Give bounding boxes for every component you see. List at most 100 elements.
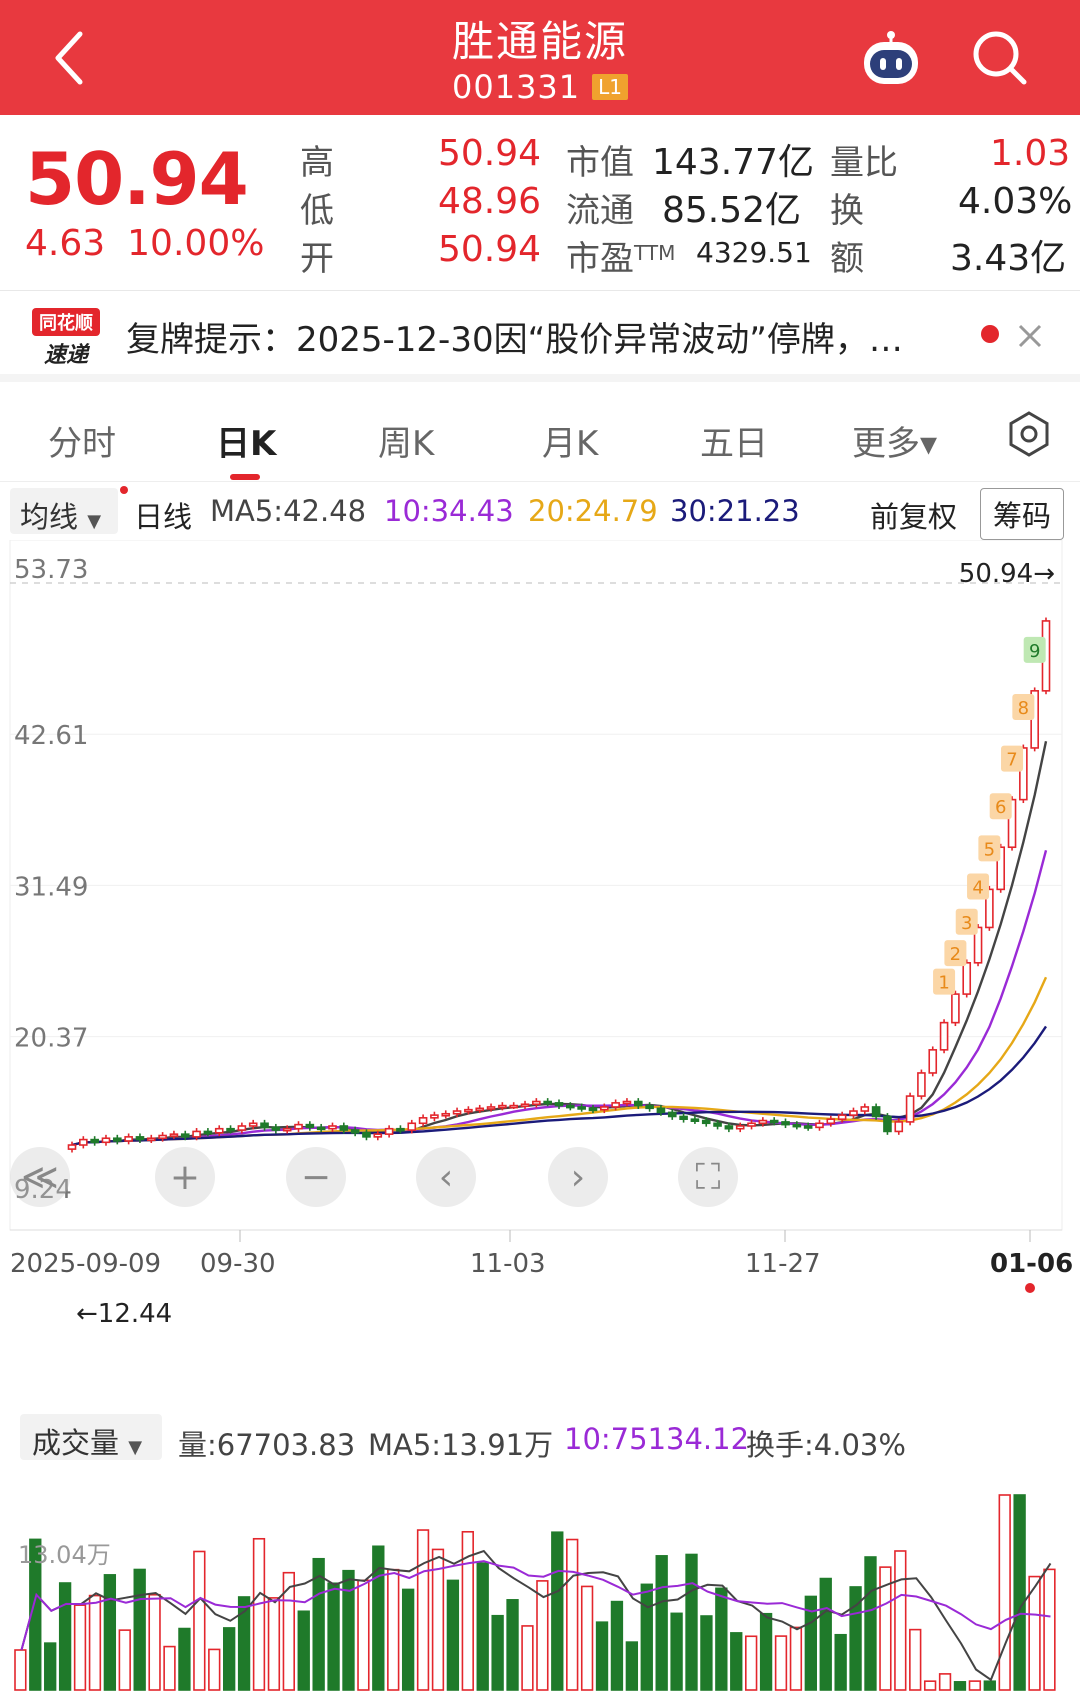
settings-hexagon-icon[interactable] xyxy=(1005,410,1053,458)
adjust-mode[interactable]: 前复权 xyxy=(870,500,958,534)
volume-bar xyxy=(327,1582,340,1691)
volume-select[interactable]: 成交量 ▼ xyxy=(20,1414,162,1460)
candle-body xyxy=(373,1133,383,1138)
candle-body xyxy=(271,1126,281,1131)
scroll-start-button[interactable]: ≪ xyxy=(10,1147,70,1207)
candle-body xyxy=(883,1115,892,1133)
candle-body xyxy=(350,1129,360,1134)
zoom-out-button[interactable]: − xyxy=(286,1147,346,1207)
candle-body xyxy=(588,1107,598,1112)
candle-body xyxy=(577,1106,586,1110)
mcap-value: 143.77亿 xyxy=(652,142,814,183)
volume-ma5-line xyxy=(20,1549,1052,1682)
candle-body xyxy=(815,1122,824,1129)
level-badge: L1 xyxy=(592,74,629,100)
volume-bar xyxy=(29,1538,42,1691)
price-tick-label: 9.24 xyxy=(14,1175,72,1205)
volume-bar xyxy=(387,1568,400,1691)
candle-body xyxy=(226,1127,235,1132)
tab-monthly-k[interactable]: 月K xyxy=(542,424,599,464)
candle-body xyxy=(747,1122,756,1127)
close-icon[interactable] xyxy=(1016,322,1044,350)
robot-assistant-icon[interactable] xyxy=(858,30,924,88)
streak-tag-number: 3 xyxy=(961,913,972,934)
volume-chart[interactable]: 13.04万 xyxy=(0,1468,1080,1701)
volume-bar xyxy=(73,1604,87,1691)
scroll-left-button[interactable]: ‹ xyxy=(416,1147,476,1207)
control-glyph: › xyxy=(571,1157,585,1198)
candle-body xyxy=(214,1127,224,1134)
price-tick-label: 31.49 xyxy=(14,872,88,902)
volume-bar xyxy=(401,1588,415,1691)
date-tick-label: 01-06 xyxy=(990,1249,1073,1279)
candle-body xyxy=(430,1114,439,1119)
price-tick-label: 53.73 xyxy=(14,555,88,585)
volume-bar xyxy=(700,1615,713,1691)
volume-bar xyxy=(88,1594,102,1691)
volume-bar xyxy=(372,1545,385,1691)
candle-body xyxy=(1007,798,1017,849)
control-circle xyxy=(286,1147,346,1207)
volume-bar xyxy=(208,1648,221,1691)
unread-dot-icon xyxy=(981,325,999,343)
volume-ma-lines xyxy=(20,1549,1052,1682)
high-value: 50.94 xyxy=(438,133,542,174)
back-arrow-icon[interactable] xyxy=(50,28,90,88)
low-value: 48.96 xyxy=(438,181,542,222)
period-type: 日线 xyxy=(134,500,193,534)
chart-controls: ≪ + − ‹ › ⛶ xyxy=(10,1147,738,1207)
news-ticker[interactable]: 同花顺 速递 复牌提示：2025-12-30因“股价异常波动”停牌，… xyxy=(0,292,1080,382)
volume-bar xyxy=(267,1597,281,1691)
candle-body xyxy=(667,1111,677,1118)
fullscreen-button[interactable]: ⛶ xyxy=(678,1147,738,1207)
volume-bar xyxy=(953,1681,967,1691)
candle-body xyxy=(656,1107,666,1114)
candle-body xyxy=(860,1106,870,1112)
tab-intraday[interactable]: 分时 xyxy=(48,424,116,464)
volume-indicator-row: 成交量 ▼ 量:67703.83 MA5:13.91万 10:75134.12 … xyxy=(0,1408,1080,1468)
volume-bar xyxy=(998,1494,1011,1691)
date-axis: 2025-09-09 09-30 11-03 11-27 01-06 xyxy=(10,1229,1073,1293)
volume-bar xyxy=(551,1531,564,1691)
volume-bar xyxy=(655,1555,668,1691)
streak-tag xyxy=(933,968,956,995)
float-value: 85.52亿 xyxy=(662,190,802,231)
tab-daily-k[interactable]: 日K xyxy=(216,424,277,464)
candle-body xyxy=(645,1104,654,1110)
active-tab-indicator xyxy=(230,474,260,480)
candle-body xyxy=(622,1100,632,1105)
open-value: 50.94 xyxy=(438,229,542,270)
streak-tag xyxy=(978,835,1001,862)
candle-body xyxy=(939,1021,949,1051)
control-circle xyxy=(678,1147,738,1207)
volume-bar xyxy=(640,1583,653,1691)
chart-grid xyxy=(9,540,1063,1231)
candle-body xyxy=(237,1125,247,1131)
streak-tag-number: 9 xyxy=(1029,641,1040,662)
zoom-in-button[interactable]: + xyxy=(155,1147,215,1207)
search-icon[interactable] xyxy=(970,28,1030,88)
candle-body xyxy=(792,1123,802,1128)
streak-tag xyxy=(1001,745,1024,772)
candle-body xyxy=(464,1108,473,1113)
price-change: 4.63 10.00% xyxy=(25,223,264,264)
volume-bar xyxy=(193,1550,206,1691)
volume-ma10: 10:75134.12 xyxy=(564,1422,750,1456)
chips-button[interactable]: 筹码 xyxy=(980,488,1065,540)
volume-axis-label: 13.04万 xyxy=(18,1541,111,1569)
volume-value: 量:67703.83 xyxy=(178,1428,356,1462)
volume-bar xyxy=(148,1593,161,1691)
streak-tag xyxy=(944,940,967,967)
news-text[interactable]: 复牌提示：2025-12-30因“股价异常波动”停牌，… xyxy=(126,320,903,360)
volume-bar xyxy=(416,1529,430,1691)
tab-five-day[interactable]: 五日 xyxy=(700,424,768,464)
tab-weekly-k[interactable]: 周K xyxy=(378,424,435,464)
ma-select[interactable]: 均线 ▼ xyxy=(10,488,118,534)
control-circle xyxy=(155,1147,215,1207)
tab-more[interactable]: 更多▾ xyxy=(852,424,938,464)
amount-value: 3.43亿 xyxy=(950,238,1067,279)
pe-label: 市盈TTM xyxy=(566,239,676,279)
scroll-right-button[interactable]: › xyxy=(548,1147,608,1207)
